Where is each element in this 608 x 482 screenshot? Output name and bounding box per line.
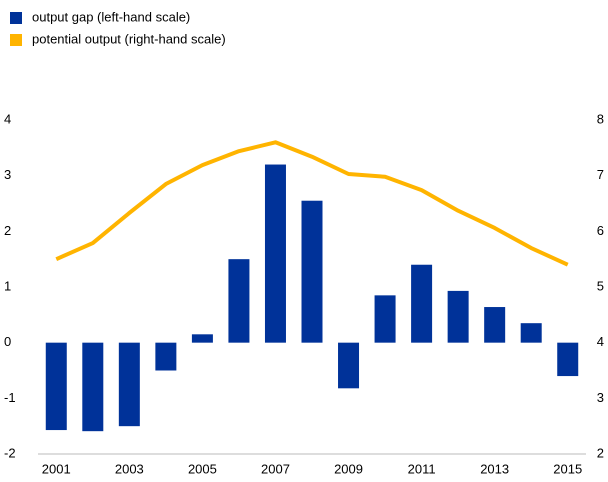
bar bbox=[264, 164, 286, 343]
bar bbox=[447, 290, 469, 343]
bar bbox=[557, 342, 579, 377]
y2-tick-label: 3 bbox=[597, 390, 604, 405]
bar bbox=[118, 342, 140, 427]
x-tick-label: 2005 bbox=[188, 461, 217, 476]
legend-label: output gap (left-hand scale) bbox=[32, 9, 190, 24]
bar bbox=[484, 307, 506, 343]
bar bbox=[191, 334, 213, 343]
y-tick-label: -2 bbox=[4, 445, 16, 460]
y2-tick-label: 5 bbox=[597, 278, 604, 293]
x-tick-label: 2007 bbox=[261, 461, 290, 476]
bar bbox=[520, 323, 542, 343]
bar bbox=[411, 264, 433, 343]
x-tick-label: 2015 bbox=[553, 461, 582, 476]
bar bbox=[374, 295, 396, 343]
y-tick-label: 3 bbox=[4, 167, 11, 182]
x-tick-label: 2003 bbox=[115, 461, 144, 476]
y2-tick-label: 7 bbox=[597, 167, 604, 182]
legend-label: potential output (right-hand scale) bbox=[32, 31, 226, 46]
y2-tick-label: 6 bbox=[597, 223, 604, 238]
x-tick-label: 2001 bbox=[42, 461, 71, 476]
bar bbox=[82, 342, 104, 432]
bar bbox=[338, 342, 360, 389]
x-tick-label: 2009 bbox=[334, 461, 363, 476]
y2-tick-label: 4 bbox=[597, 334, 604, 349]
y-tick-label: 1 bbox=[4, 278, 11, 293]
bar bbox=[45, 342, 67, 431]
y2-tick-label: 2 bbox=[597, 445, 604, 460]
legend-swatch bbox=[10, 12, 22, 24]
x-tick-label: 2013 bbox=[480, 461, 509, 476]
y-tick-label: 4 bbox=[4, 111, 11, 126]
y-tick-label: 0 bbox=[4, 334, 11, 349]
bar bbox=[301, 200, 323, 343]
y-tick-label: -1 bbox=[4, 390, 16, 405]
line bbox=[55, 140, 569, 267]
bar bbox=[228, 259, 250, 343]
x-tick-label: 2011 bbox=[408, 461, 436, 476]
bar bbox=[155, 342, 177, 371]
legend-swatch bbox=[10, 34, 22, 46]
y2-tick-label: 8 bbox=[597, 111, 604, 126]
y-tick-label: 2 bbox=[4, 223, 11, 238]
